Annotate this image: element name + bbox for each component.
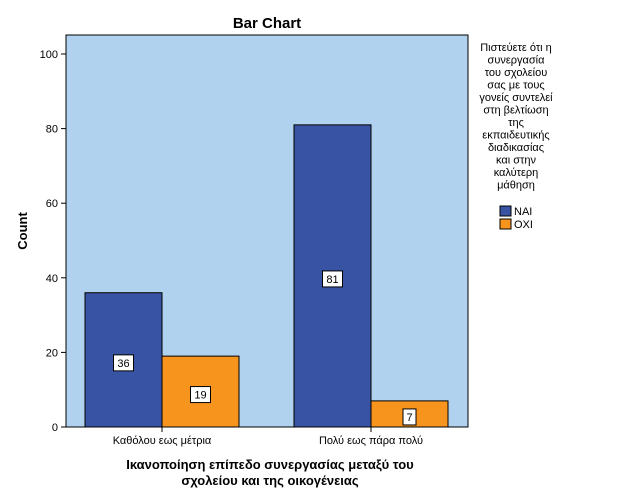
legend-title-line: της <box>508 117 524 129</box>
y-axis-title: Count <box>15 212 30 250</box>
data-label-box <box>402 408 417 426</box>
y-tick-label: 0 <box>52 422 58 434</box>
legend-swatch <box>499 205 512 217</box>
x-axis-title-line: Ικανοποίηση επίπεδο συνεργασίας μεταξύ τ… <box>126 457 414 472</box>
legend-title-line: και στην <box>496 155 536 167</box>
legend-title-line: καλύτερη <box>494 167 539 179</box>
legend-title-line: μάθηση <box>497 180 535 192</box>
y-tick-label: 40 <box>46 273 58 285</box>
y-tick-label: 80 <box>46 124 58 136</box>
legend-title-line: σας με τους <box>487 80 544 92</box>
data-label: 81 <box>326 274 338 286</box>
y-tick-label: 100 <box>40 49 58 61</box>
legend-title-line: διαδικασίας <box>488 142 544 154</box>
bars-group: 36 19 81 7 <box>84 124 449 428</box>
legend-title-line: συνεργασία <box>488 55 546 67</box>
data-label: 7 <box>406 412 412 424</box>
data-label: 36 <box>117 358 129 370</box>
data-label: 19 <box>194 390 206 402</box>
x-tick-label: Πολύ εως πάρα πολύ <box>319 435 423 447</box>
legend-swatch <box>499 218 512 230</box>
y-axis: 0 20 40 60 80 100 <box>40 49 66 434</box>
legend-title-line: Πιστεύετε ότι η <box>480 42 552 54</box>
legend-label: ΟΧΙ <box>514 219 533 231</box>
x-axis: Καθόλου εως μέτρια Πολύ εως πάρα πολύ <box>113 427 423 447</box>
x-tick-label: Καθόλου εως μέτρια <box>113 435 212 447</box>
data-label-box <box>322 270 343 288</box>
legend-title-line: στη βελτίωση <box>483 105 548 117</box>
legend-title-line: του σχολείου <box>485 67 548 79</box>
data-label-box <box>190 386 211 404</box>
x-axis-title: Ικανοποίηση επίπεδο συνεργασίας μεταξύ τ… <box>126 457 414 488</box>
chart-title: Bar Chart <box>233 15 301 32</box>
legend-label: ΝΑΙ <box>514 206 532 218</box>
x-axis-title-line: σχολείου και της οικογένειας <box>181 473 359 488</box>
data-label-box <box>113 354 134 372</box>
y-tick-label: 20 <box>46 347 58 359</box>
y-tick-label: 60 <box>46 198 58 210</box>
legend-title-line: εκπαιδευτικής <box>482 130 549 142</box>
legend-title-line: γονείς συντελεί <box>479 92 553 104</box>
